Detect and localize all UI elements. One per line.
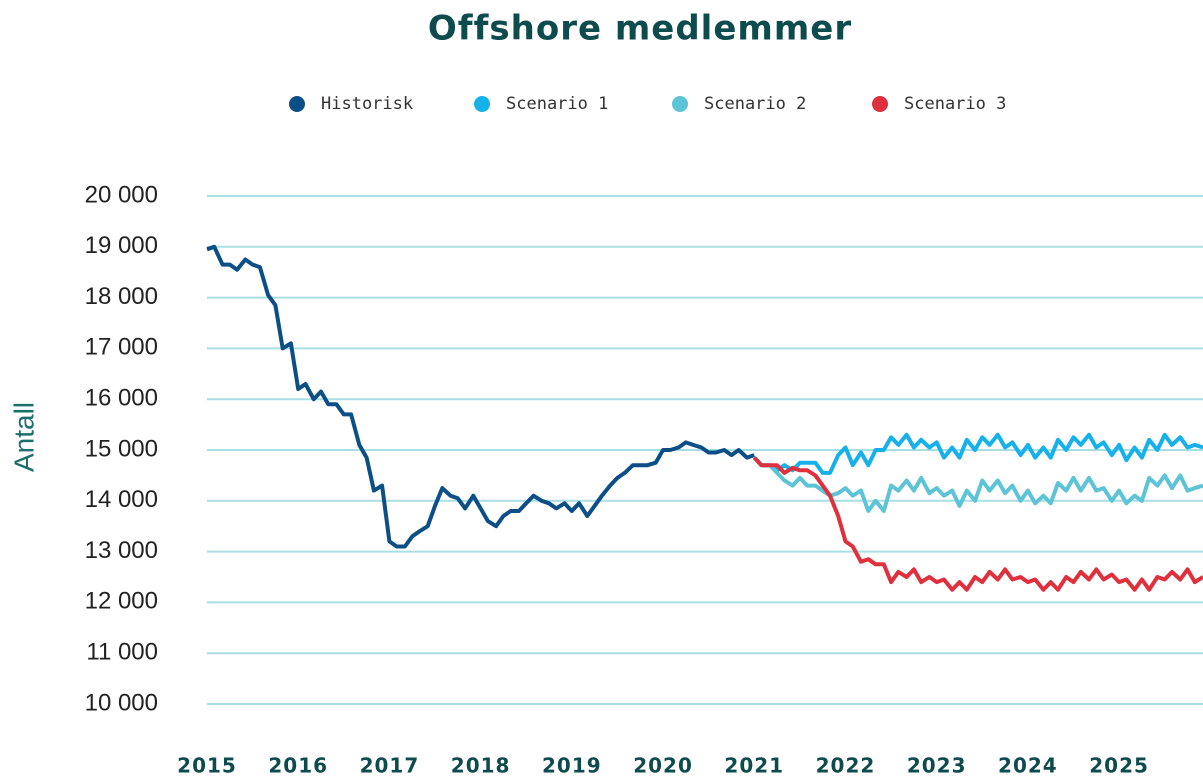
legend-label: Scenario 1 [506, 94, 608, 114]
y-tick-label: 15 000 [85, 435, 158, 462]
x-tick-label: 2018 [451, 754, 511, 778]
y-tick-label: 12 000 [85, 588, 158, 615]
y-tick-label: 13 000 [85, 537, 158, 564]
legend-marker [872, 96, 888, 112]
y-tick-label: 14 000 [85, 486, 158, 513]
legend-label: Historisk [321, 94, 413, 114]
y-tick-label: 20 000 [85, 181, 158, 208]
y-tick-label: 11 000 [86, 639, 158, 666]
x-tick-label: 2021 [724, 754, 784, 778]
x-tick-label: 2019 [542, 754, 602, 778]
series-line [752, 432, 1203, 475]
x-tick-label: 2023 [907, 754, 967, 778]
y-axis-label: Antall [8, 402, 39, 472]
legend-label: Scenario 3 [904, 94, 1006, 114]
x-tick-label: 2025 [1089, 754, 1149, 778]
x-tick-label: 2016 [268, 754, 328, 778]
legend-marker [289, 96, 305, 112]
y-tick-label: 19 000 [85, 232, 158, 259]
x-tick-label: 2020 [633, 754, 693, 778]
x-tick-label: 2022 [816, 754, 876, 778]
y-tick-label: 18 000 [85, 283, 158, 310]
x-tick-label: 2024 [998, 754, 1058, 778]
legend-marker [474, 96, 490, 112]
series-line [206, 244, 755, 549]
y-tick-label: 17 000 [85, 334, 158, 361]
chart-title: Offshore medlemmer [428, 9, 852, 49]
series-line [752, 456, 1203, 592]
legend-label: Scenario 2 [704, 94, 806, 114]
legend-marker [672, 96, 688, 112]
x-tick-label: 2017 [360, 754, 420, 778]
y-tick-label: 10 000 [85, 689, 158, 716]
x-tick-label: 2015 [177, 754, 237, 778]
y-tick-label: 16 000 [85, 385, 158, 412]
